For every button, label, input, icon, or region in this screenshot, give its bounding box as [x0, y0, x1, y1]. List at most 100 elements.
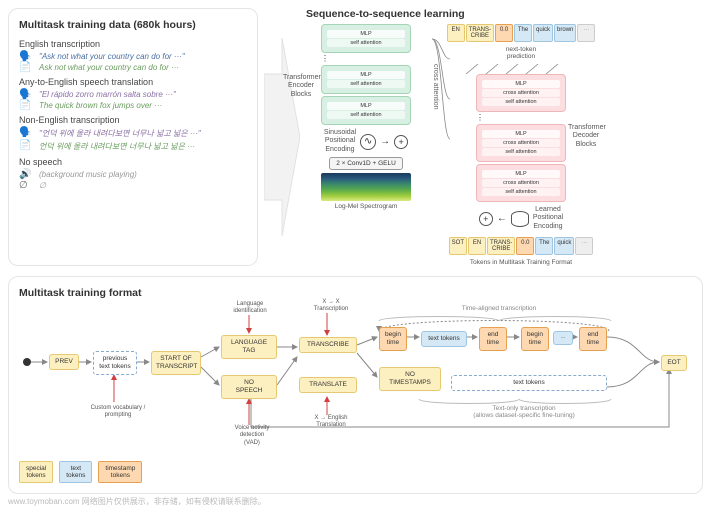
legend-text: text tokens: [59, 461, 92, 483]
encoder-block: MLP self attention: [321, 65, 411, 94]
doc-icon: [19, 140, 35, 152]
token: EN: [468, 237, 486, 255]
token: The: [514, 24, 532, 42]
cross-attn-area: cross attention: [430, 24, 452, 266]
token: EN: [447, 24, 465, 42]
task-list: English transcription"Ask not what your …: [19, 39, 247, 191]
legend: special tokens text tokens timestamp tok…: [19, 461, 692, 483]
s2s-title: Sequence-to-sequence learning: [306, 8, 707, 20]
mlp-layer: MLP: [482, 80, 560, 88]
example-row: "Ask not what your country can do for ··…: [19, 51, 247, 62]
cross-attention-layer: cross attention: [482, 139, 560, 147]
speech-icon: [19, 127, 35, 139]
token: TRANS- CRIBE: [466, 24, 494, 42]
token: ···: [575, 237, 593, 255]
example-row: "언덕 위에 올라 내려다보면 너무나 넓고 넓은 ···": [19, 127, 247, 140]
mlp-layer: MLP: [482, 130, 560, 138]
doc-icon: [19, 62, 35, 74]
panel-title: Multitask training format: [19, 287, 692, 299]
seq2seq-panel: Sequence-to-sequence learning Transforme…: [306, 8, 707, 266]
sinusoidal-label: Sinusoidal Positional Encoding: [324, 129, 356, 154]
encoder-stack: Transformer Encoder Blocks MLP self atte…: [321, 24, 411, 125]
transcribe-token: TRANSCRIBE: [299, 337, 357, 353]
spectrogram-image: [321, 173, 411, 201]
cross-attention-layer: cross attention: [482, 89, 560, 97]
vdots-icon: ⋮: [321, 55, 411, 63]
translate-token: TRANSLATE: [299, 377, 357, 393]
example-row: 언덕 위에 올라 내려다보면 너무나 넓고 넓은 ···: [19, 140, 247, 153]
example-text: "Ask not what your country can do for ··…: [39, 52, 185, 61]
task-title: Non-English transcription: [19, 115, 247, 125]
self-attention-layer: self attention: [327, 80, 405, 88]
top-row: Multitask training data (680k hours) Eng…: [8, 8, 707, 266]
prev-text-tokens: previous text tokens: [93, 351, 137, 375]
training-data-panel: Multitask training data (680k hours) Eng…: [8, 8, 258, 266]
decoder-block: MLP cross attention self attention: [476, 74, 566, 112]
eot-token: EOT: [661, 355, 687, 371]
doc-icon: [19, 100, 35, 112]
token: 0.0: [495, 24, 513, 42]
token: 0.0: [516, 237, 534, 255]
token: SOT: [449, 237, 467, 255]
vdots-icon: ⋮: [476, 114, 566, 122]
token: quick: [533, 24, 553, 42]
example-text: "언덕 위에 올라 내려다보면 너무나 넓고 넓은 ···": [39, 129, 201, 138]
self-attention-layer: self attention: [482, 98, 560, 106]
vad-label: Voice activity detection (VAD): [217, 425, 287, 447]
example-text: (background music playing): [39, 170, 137, 179]
text-tokens-node: ···: [553, 331, 573, 345]
custom-vocab-label: Custom vocabulary / prompting: [83, 405, 153, 419]
tokens-label: Tokens in Multitask Training Format: [470, 259, 572, 266]
self-attention-layer: self attention: [482, 188, 560, 196]
text-tokens-big: text tokens: [451, 375, 607, 391]
plus-icon: +: [394, 135, 408, 149]
decoder-block: MLP cross attention self attention: [476, 124, 566, 162]
example-text: ∅: [39, 181, 46, 190]
mlp-layer: MLP: [327, 71, 405, 79]
self-attention-layer: self attention: [327, 111, 405, 119]
example-row: Ask not what your country can do for ···: [19, 62, 247, 73]
time-aligned-label: Time-aligned transcription: [439, 305, 559, 312]
mlp-layer: MLP: [482, 170, 560, 178]
token: brown: [554, 24, 576, 42]
legend-special: special tokens: [19, 461, 53, 483]
decoder-column: ENTRANS- CRIBE0.0Thequickbrown··· next-t…: [456, 24, 586, 266]
mlp-layer: MLP: [327, 30, 405, 38]
plus-icon: +: [479, 212, 493, 226]
text-tokens-node: text tokens: [421, 331, 467, 347]
conv-box: 2 × Conv1D + GELU: [329, 157, 403, 170]
empty-icon: [19, 180, 35, 192]
decoder-block: MLP cross attention self attention: [476, 164, 566, 202]
mlp-layer: MLP: [327, 102, 405, 110]
begin-time-token: begin time: [379, 327, 407, 351]
xe-label: X → English Translation: [301, 415, 361, 429]
output-tokens: ENTRANS- CRIBE0.0Thequickbrown···: [447, 24, 596, 42]
task-title: Any-to-English speech translation: [19, 77, 247, 87]
end-time-token: end time: [479, 327, 507, 351]
token: quick: [554, 237, 574, 255]
big-arrow: [264, 27, 300, 247]
langid-label: Language identification: [225, 301, 275, 315]
self-attention-layer: self attention: [482, 148, 560, 156]
lang-tag-token: LANGUAGE TAG: [221, 335, 277, 359]
start-dot-icon: [23, 358, 31, 366]
decoder-stack: Transformer Decoder Blocks MLP cross att…: [476, 74, 566, 202]
token: TRANS- CRIBE: [487, 237, 515, 255]
learned-pe-label: Learned Positional Encoding: [533, 206, 563, 231]
cross-attention-layer: cross attention: [482, 179, 560, 187]
token: ···: [577, 24, 595, 42]
text-only-label: Text-only transcription (allows dataset-…: [439, 405, 609, 419]
encoder-label: Transformer Encoder Blocks: [283, 74, 319, 99]
encoder-block: MLP self attention: [321, 24, 411, 53]
example-row: "El rápido zorro marrón salta sobre ···": [19, 89, 247, 100]
panel-title: Multitask training data (680k hours): [19, 19, 247, 31]
example-text: The quick brown fox jumps over ···: [39, 101, 162, 110]
decoder-label: Transformer Decoder Blocks: [568, 124, 604, 149]
sot-token: START OF TRANSCRIPT: [151, 351, 201, 375]
input-tokens: SOTENTRANS- CRIBE0.0Thequick···: [449, 237, 594, 255]
sine-icon: ∿: [360, 134, 376, 150]
token: The: [535, 237, 553, 255]
notimestamps-token: NO TIMESTAMPS: [379, 367, 441, 391]
prev-token: PREV: [49, 354, 79, 370]
example-text: 언덕 위에 올라 내려다보면 너무나 넓고 넓은 ···: [39, 142, 195, 151]
